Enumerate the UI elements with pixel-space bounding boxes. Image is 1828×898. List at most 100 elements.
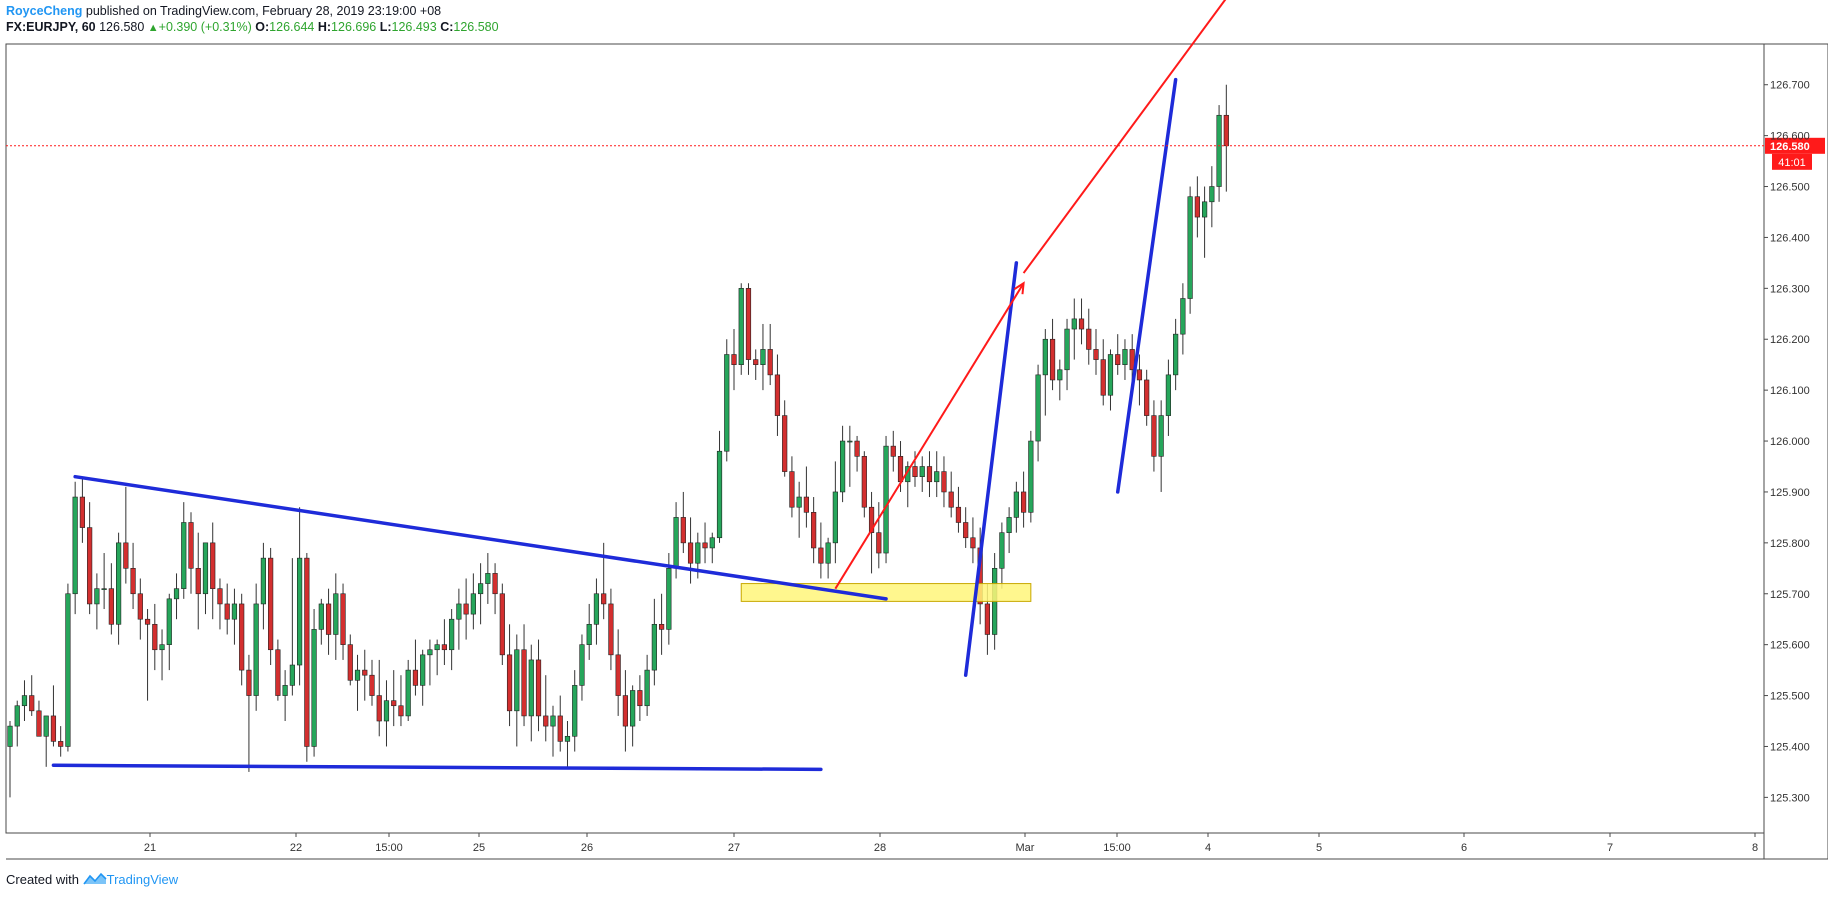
candle-body [231,603,238,620]
candle-body [847,440,853,443]
candle-body [557,715,563,742]
candle-body [188,522,194,569]
candle-body [608,603,614,656]
candle-body [87,527,93,605]
candle-body [354,669,361,681]
time-tick-label: 7 [1607,842,1613,854]
candle-body [1151,415,1157,457]
price-tick-label: 125.500 [1770,691,1810,703]
high-label: H: [317,20,332,34]
candle-body [181,522,187,589]
candle-body [1122,349,1128,365]
candle-body [897,456,904,483]
candle-body [58,741,64,747]
candle-body [941,471,947,493]
high-value: 126.696 [331,20,377,34]
close-label: C: [440,20,454,34]
candle-body [296,557,303,666]
candle-body [405,669,411,717]
candle-body [101,588,107,590]
candle-body [210,542,216,589]
candle-body [318,603,324,630]
candle-body [564,735,571,742]
price-tick-label: 126.600 [1770,131,1810,143]
candle-body [593,593,600,625]
candle-body [383,700,390,722]
candle-body [116,542,122,625]
candle-body [868,506,875,533]
candle-body [94,588,100,605]
candle-body [876,532,882,554]
candle-body [434,644,440,651]
candle-body [767,349,773,376]
candle-body [702,542,708,549]
candle-body [1071,318,1077,330]
candle-body [50,715,57,742]
symbol-label: FX:EURJPY, 60 [6,20,96,34]
trendline [963,261,1019,677]
tradingview-link[interactable]: TradingView [106,872,179,887]
time-tick-label: 26 [581,842,593,854]
candle-body [1086,328,1092,350]
candle-body [130,568,136,595]
candle-body [239,603,245,671]
candle-body [745,288,752,360]
candle-body [427,649,433,656]
candle-body [1144,379,1150,416]
candle-body [217,588,223,605]
candle-body [832,491,838,544]
candle-body [731,354,737,365]
price-tick-label: 125.900 [1770,487,1810,499]
candle-body [506,654,513,712]
candle-body [651,623,657,671]
candle-body [528,659,534,717]
candle-body [1100,359,1106,396]
candle-body [709,537,715,549]
candle-body [934,471,940,483]
candle-body [72,496,78,595]
candle-body [673,517,679,569]
candle-body [1194,196,1200,218]
candle-body [391,700,397,707]
plot-frame [5,43,1765,834]
candle-body [195,568,201,595]
candle-body [1136,369,1143,381]
candle-body [550,715,556,727]
candle-body [514,649,520,712]
candle-body [304,557,310,747]
candle-body [630,690,636,727]
time-tick-label: 21 [144,842,156,854]
candle-body [716,450,723,539]
candle-body [811,512,817,549]
candle-body [456,603,462,620]
candle-body [79,496,85,528]
candle-body [572,685,578,737]
candle-body [224,603,230,620]
time-tick-label: 28 [874,842,886,854]
candle-body [738,288,744,365]
candle-body [1187,196,1193,299]
candle-body [1035,374,1041,442]
last-price: 126.580 [99,20,145,34]
candle-body [108,588,114,625]
price-tick-label: 125.300 [1770,792,1810,804]
candle-body [1165,374,1171,416]
candle-body [21,695,28,707]
candle-body [796,496,802,508]
bar-countdown-tag [1772,153,1812,170]
candle-body [1209,186,1215,203]
candle-body [695,542,701,564]
candle-body [7,725,13,747]
candle-body [36,710,42,737]
candle-body [449,618,455,651]
author-link[interactable]: RoyceCheng [6,4,83,18]
candle-body [499,593,505,656]
candle-body [1107,354,1114,396]
price-tick-label: 125.400 [1770,741,1810,753]
candle-body [1129,349,1135,371]
candle-body [29,695,35,712]
price-tick-label: 126.200 [1770,334,1810,346]
low-value: 126.493 [391,20,437,34]
time-tick-label: Mar [1016,842,1035,854]
